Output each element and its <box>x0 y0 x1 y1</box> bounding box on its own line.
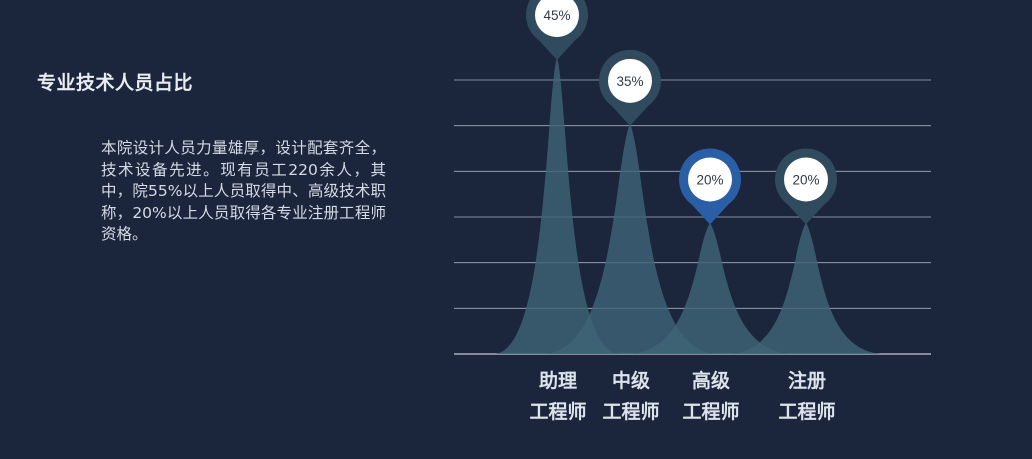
value-pin-3: 20% <box>678 148 741 225</box>
peak-1 <box>495 58 619 354</box>
category-label-line1: 高级 <box>692 369 730 392</box>
value-label: 20% <box>792 172 819 187</box>
chart-heading: 专业技术人员占比 <box>37 72 194 94</box>
category-label-line2: 工程师 <box>602 401 659 423</box>
value-label: 20% <box>696 172 723 187</box>
pin-layer: 45% 35% 20% 20% <box>526 0 838 225</box>
value-pin-4: 20% <box>775 148 838 225</box>
peak-4 <box>731 222 881 354</box>
category-label-line2: 工程师 <box>682 401 739 423</box>
peak-layer <box>495 58 881 354</box>
category-label-line1: 中级 <box>612 369 650 392</box>
value-pin-1: 45% <box>526 0 588 61</box>
category-label-line2: 工程师 <box>778 401 835 423</box>
pin-inner-circle <box>608 58 652 103</box>
category-label-line1: 注册 <box>788 369 826 392</box>
pin-inner-circle <box>535 0 579 38</box>
value-pin-2: 35% <box>599 49 661 126</box>
peak-2 <box>545 123 715 354</box>
pin-inner-circle <box>784 157 828 202</box>
category-label-line1: 助理 <box>539 369 577 392</box>
value-label: 45% <box>543 8 570 23</box>
description-paragraph: 本院设计人员力量雄厚，设计配套齐全，技术设备先进。现有员工220余人，其中，院5… <box>101 139 386 243</box>
peak-3 <box>630 222 790 354</box>
category-label-line2: 工程师 <box>529 401 586 423</box>
pin-inner-circle <box>688 157 732 202</box>
value-label: 35% <box>616 74 643 89</box>
